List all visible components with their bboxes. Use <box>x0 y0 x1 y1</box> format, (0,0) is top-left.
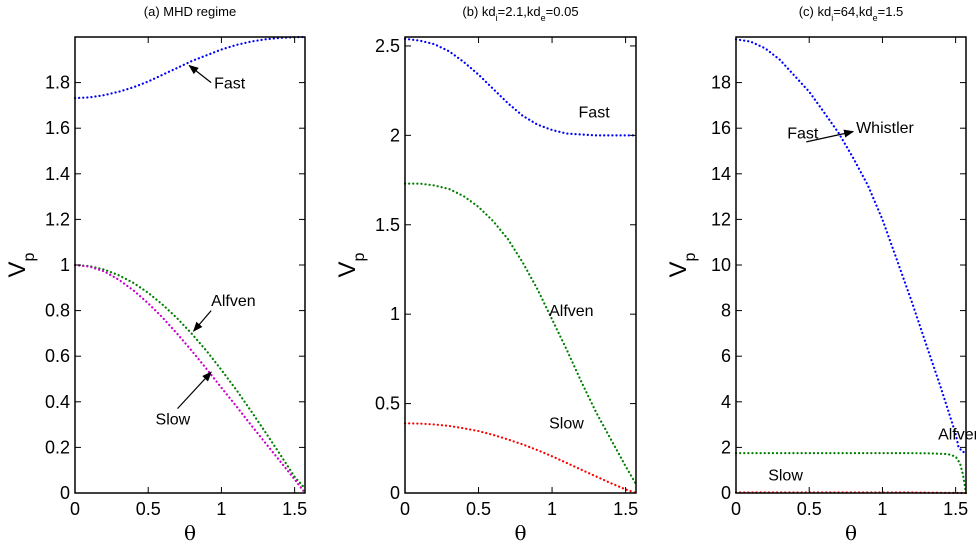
series-line-2-1 <box>734 452 968 495</box>
annotation-label: Slow <box>549 416 584 433</box>
chart-title-part: (b) kd <box>462 4 495 19</box>
y-tick-label: 18 <box>711 73 731 93</box>
y-axis-label-main: V <box>4 261 31 277</box>
chart-title-part: =2.1,kd <box>498 4 541 19</box>
y-tick-label: 0.4 <box>45 392 70 412</box>
y-tick-label: 0 <box>60 483 70 503</box>
annotation-label: Fast <box>787 125 819 142</box>
x-axis-label: θ <box>184 521 196 545</box>
annotation-label: Fast <box>579 104 611 121</box>
y-tick-label: 16 <box>711 118 731 138</box>
y-tick-label: 1 <box>390 304 400 324</box>
y-tick-label: 0.2 <box>45 437 70 457</box>
y-axis-label: Vp <box>334 252 368 277</box>
y-axis-label-sub: p <box>351 252 368 261</box>
x-tick-label: 1 <box>547 499 557 519</box>
y-axis-label: Vp <box>4 252 38 277</box>
series-line-0-1 <box>73 263 307 490</box>
x-tick-label: 1 <box>216 499 226 519</box>
chart-title-part: (c) kd <box>799 4 832 19</box>
series-line-0-2 <box>73 263 307 495</box>
x-tick-label: 0.5 <box>797 499 822 519</box>
y-tick-label: 1.6 <box>45 118 70 138</box>
x-axis-label: θ <box>514 521 526 545</box>
annotation-label: Fast <box>214 75 246 92</box>
chart-title-part: i <box>496 13 498 23</box>
y-tick-label: 0.6 <box>45 346 70 366</box>
y-axis-label-sub: p <box>682 252 699 261</box>
annotation-arrow <box>188 64 212 84</box>
y-axis-label-main: V <box>665 261 692 277</box>
chart-title-part: e <box>541 13 546 23</box>
y-tick-label: 0.5 <box>375 394 400 414</box>
y-tick-label: 6 <box>721 346 731 366</box>
y-axis-label-main: V <box>334 261 361 277</box>
y-tick-label: 12 <box>711 209 731 229</box>
chart-title-part: i <box>831 13 833 23</box>
series-line-0-0 <box>73 35 307 100</box>
y-tick-label: 2 <box>721 437 731 457</box>
x-tick-label: 0.5 <box>466 499 491 519</box>
x-tick-label: 0 <box>400 499 410 519</box>
y-tick-label: 10 <box>711 255 731 275</box>
plot-frame <box>404 36 637 494</box>
chart-title: (a) MHD regime <box>144 4 236 19</box>
y-tick-label: 2.5 <box>375 36 400 56</box>
y-tick-label: 1.8 <box>45 73 70 93</box>
x-axis-label: θ <box>845 521 857 545</box>
annotation-label: Whistler <box>856 120 914 137</box>
y-axis-label: Vp <box>665 252 699 277</box>
y-tick-label: 1.4 <box>45 164 70 184</box>
chart-title: (c) kdi=64,kde=1.5 <box>799 4 904 23</box>
y-tick-label: 2 <box>390 125 400 145</box>
chart-panel-1: 0 0.5 1 1.5 0 0.5 1 1.5 2 2.5 (b) kdi=2.1,kde=0.05… <box>334 4 638 545</box>
x-tick-label: 0.5 <box>136 499 161 519</box>
chart-panel-2: 0 0.5 1 1.5 0 2 4 6 8 10 12 14 16 18 (c) kdi=64,kde=1.… <box>665 4 976 545</box>
plot-frame <box>735 36 967 494</box>
series-line-2-0 <box>734 38 968 454</box>
x-tick-label: 1.5 <box>943 499 968 519</box>
series-line-1-0 <box>403 37 638 137</box>
x-tick-label: 1.5 <box>282 499 307 519</box>
x-tick-label: 0 <box>70 499 80 519</box>
chart-title-part: (a) MHD regime <box>144 4 236 19</box>
annotation-arrow <box>806 129 855 143</box>
y-tick-label: 1 <box>60 255 70 275</box>
annotation-label: Alfven <box>938 426 976 443</box>
y-tick-label: 8 <box>721 301 731 321</box>
annotation-label: Slow <box>768 467 803 484</box>
y-axis-label-sub: p <box>21 252 38 261</box>
chart-title-part: =0.05 <box>546 4 579 19</box>
y-tick-label: 0 <box>721 483 731 503</box>
x-tick-label: 1 <box>877 499 887 519</box>
chart-panel-0: 0 0.5 1 1.5 0 0.2 0.4 0.6 0.8 1 1.2 1.4 1.6 1.8 (a) MH… <box>4 4 307 545</box>
annotation-label: Alfven <box>549 303 593 320</box>
chart-title-part: e <box>873 13 878 23</box>
annotation-label: Alfven <box>211 293 255 310</box>
y-tick-label: 14 <box>711 164 731 184</box>
series-line-1-2 <box>403 422 638 495</box>
series-line-1-1 <box>403 182 638 486</box>
y-tick-label: 0.8 <box>45 301 70 321</box>
x-tick-label: 1.5 <box>613 499 638 519</box>
y-tick-label: 4 <box>721 392 731 412</box>
y-tick-label: 1.5 <box>375 215 400 235</box>
y-tick-label: 1.2 <box>45 209 70 229</box>
chart-title-part: =64,kd <box>833 4 872 19</box>
chart-title-part: =1.5 <box>878 4 904 19</box>
annotation-label: Slow <box>156 412 191 429</box>
annotation-arrow <box>192 310 212 332</box>
chart-title: (b) kdi=2.1,kde=0.05 <box>462 4 578 23</box>
annotation-arrow <box>177 371 212 410</box>
y-tick-label: 0 <box>390 483 400 503</box>
x-tick-label: 0 <box>731 499 741 519</box>
